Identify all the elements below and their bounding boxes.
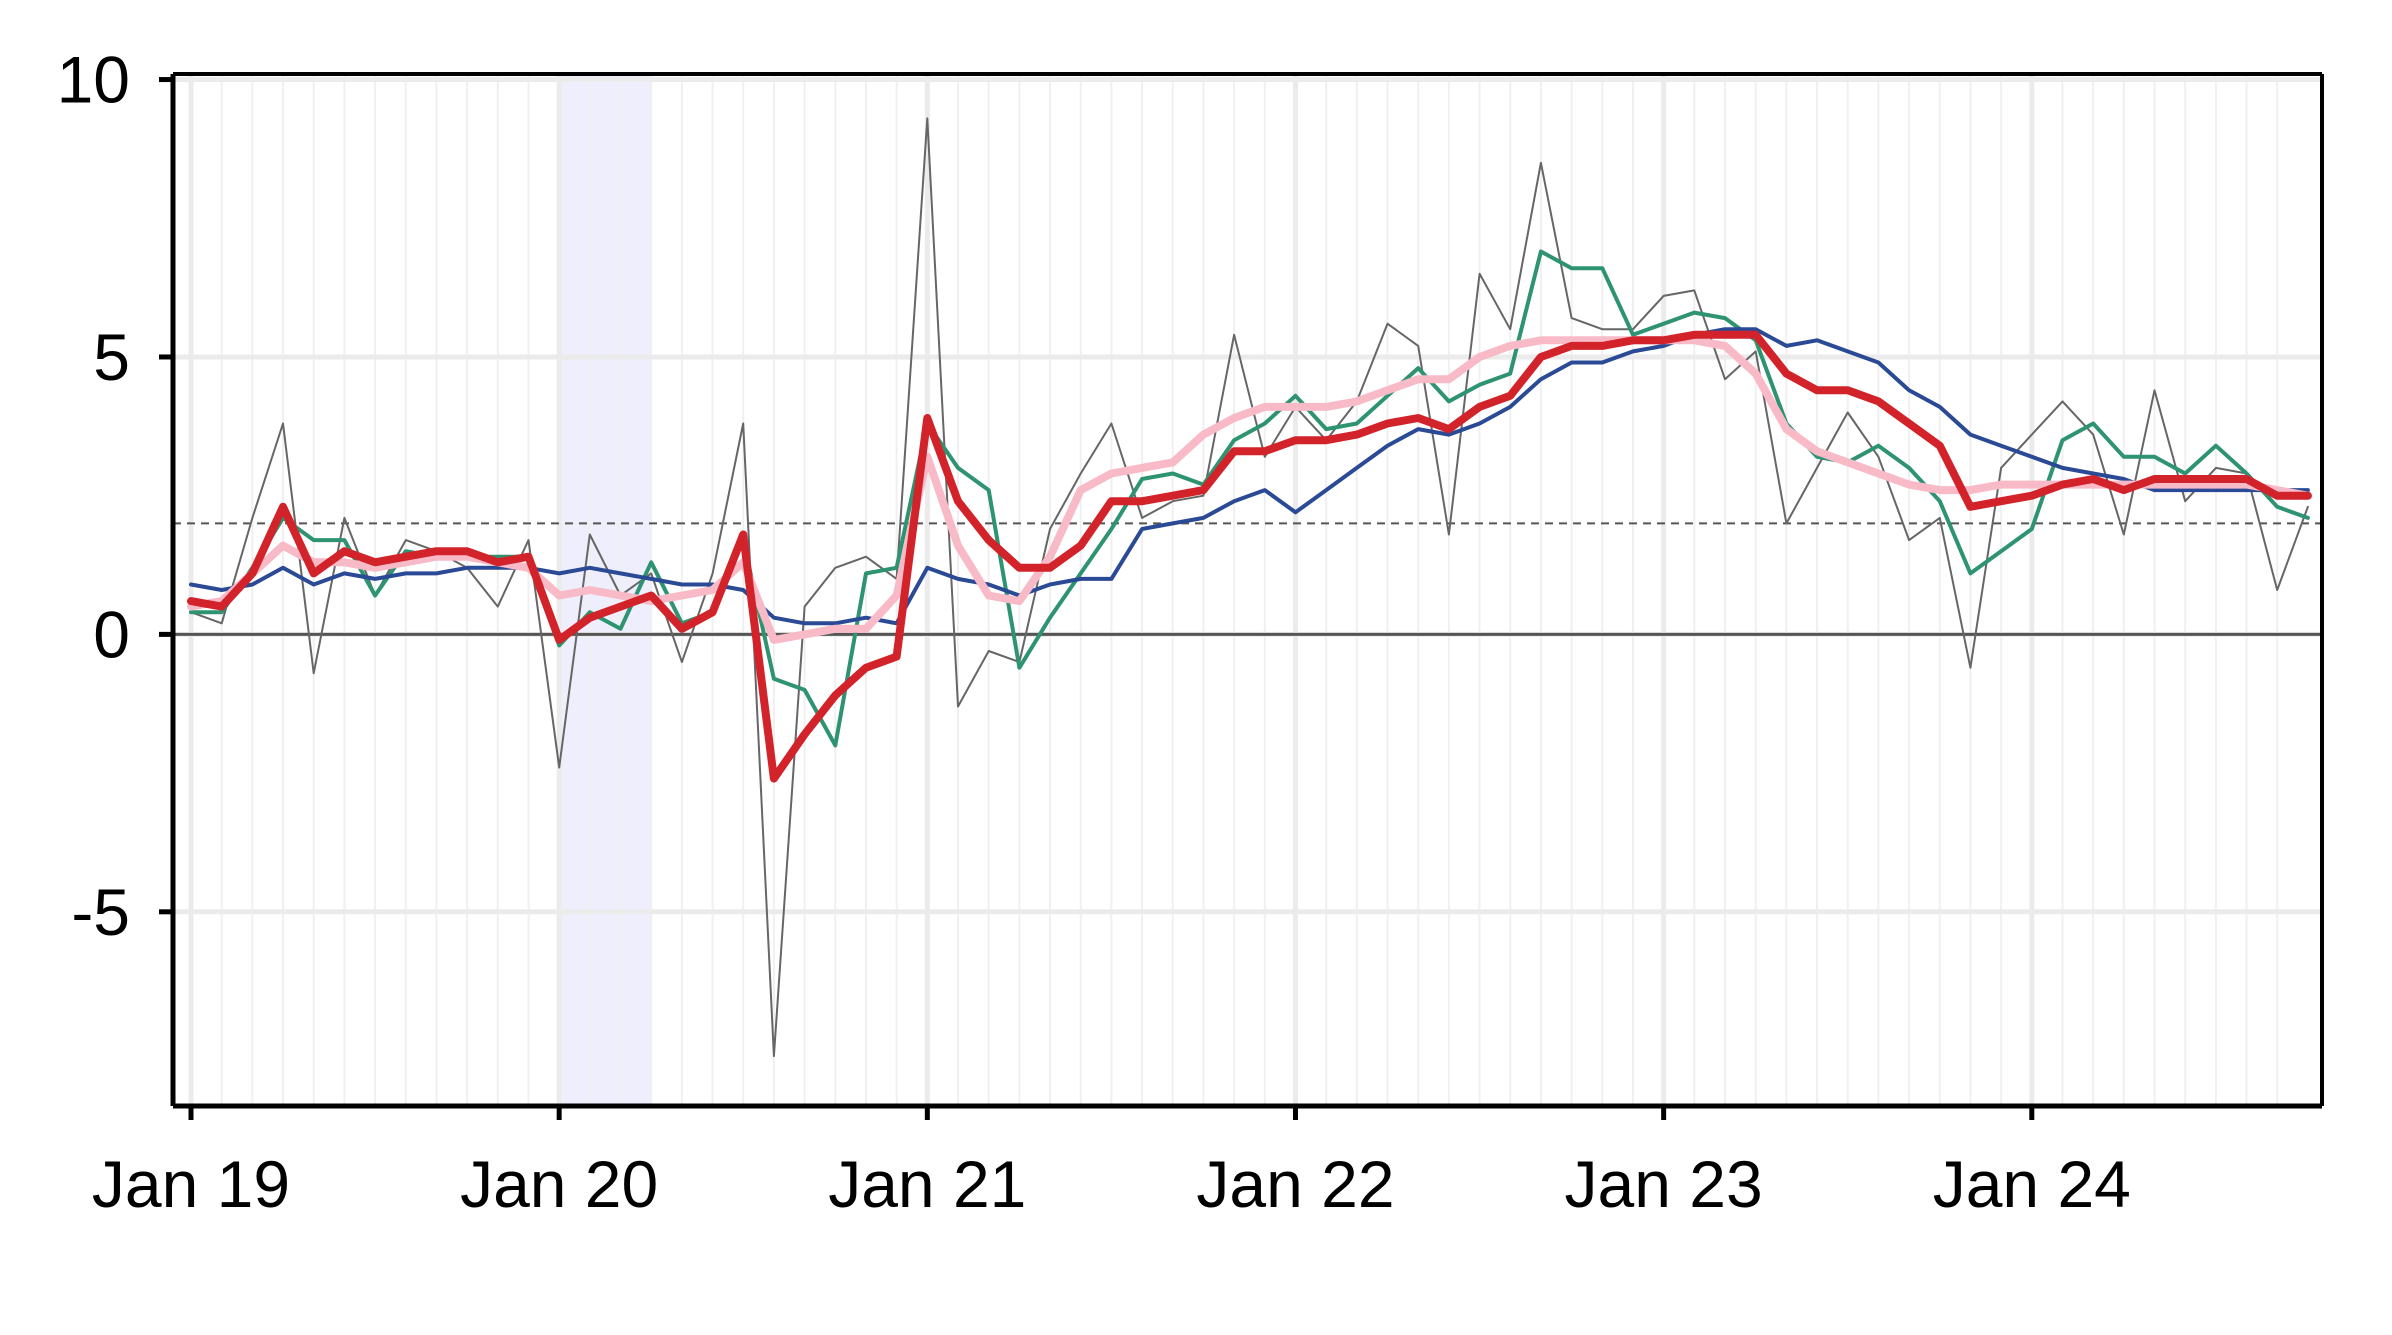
x-tick-label: Jan 23 (1565, 1147, 1763, 1221)
x-tick-label: Jan 22 (1196, 1147, 1394, 1221)
x-tick-label: Jan 20 (460, 1147, 658, 1221)
tick-labels: 10 5 0 -5 Jan 19 Jan 20 Jan 21 Jan 22 Jan 23 Jan … (57, 43, 2131, 1221)
x-tick-label: Jan 19 (92, 1147, 290, 1221)
series-line-1 (190, 117, 2309, 1058)
y-tick-label: 10 (57, 43, 130, 117)
series-lines (187, 117, 2312, 1058)
y-tick-label: 5 (93, 320, 130, 394)
shaded-period (173, 74, 2322, 1106)
plot-background (173, 74, 2322, 1106)
axes (159, 72, 2324, 1120)
series-line-4 (187, 336, 2312, 644)
series-line-3 (189, 327, 2310, 626)
x-tick-label: Jan 21 (828, 1147, 1026, 1221)
gridlines (173, 74, 2322, 1106)
y-tick-label: -5 (71, 875, 130, 949)
y-tick-label: 0 (93, 597, 130, 671)
x-tick-label: Jan 24 (1933, 1147, 2131, 1221)
series-line-5 (187, 330, 2312, 783)
